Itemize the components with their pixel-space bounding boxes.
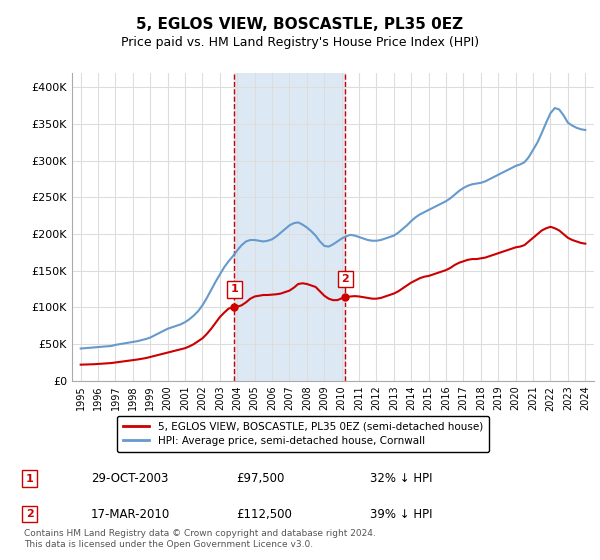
Text: 39% ↓ HPI: 39% ↓ HPI — [370, 507, 433, 521]
Legend: 5, EGLOS VIEW, BOSCASTLE, PL35 0EZ (semi-detached house), HPI: Average price, se: 5, EGLOS VIEW, BOSCASTLE, PL35 0EZ (semi… — [117, 416, 489, 452]
Text: £97,500: £97,500 — [236, 472, 284, 486]
Text: 32% ↓ HPI: 32% ↓ HPI — [370, 472, 433, 486]
Text: 29-OCT-2003: 29-OCT-2003 — [91, 472, 169, 486]
Text: 2: 2 — [26, 509, 34, 519]
Text: 5, EGLOS VIEW, BOSCASTLE, PL35 0EZ: 5, EGLOS VIEW, BOSCASTLE, PL35 0EZ — [136, 17, 464, 32]
Text: 1: 1 — [230, 284, 238, 294]
Text: Price paid vs. HM Land Registry's House Price Index (HPI): Price paid vs. HM Land Registry's House … — [121, 36, 479, 49]
Text: 2: 2 — [341, 274, 349, 284]
Text: £112,500: £112,500 — [236, 507, 292, 521]
Text: 1: 1 — [26, 474, 34, 484]
Text: 17-MAR-2010: 17-MAR-2010 — [91, 507, 170, 521]
Text: Contains HM Land Registry data © Crown copyright and database right 2024.
This d: Contains HM Land Registry data © Crown c… — [24, 529, 376, 549]
Bar — [235, 73, 346, 381]
